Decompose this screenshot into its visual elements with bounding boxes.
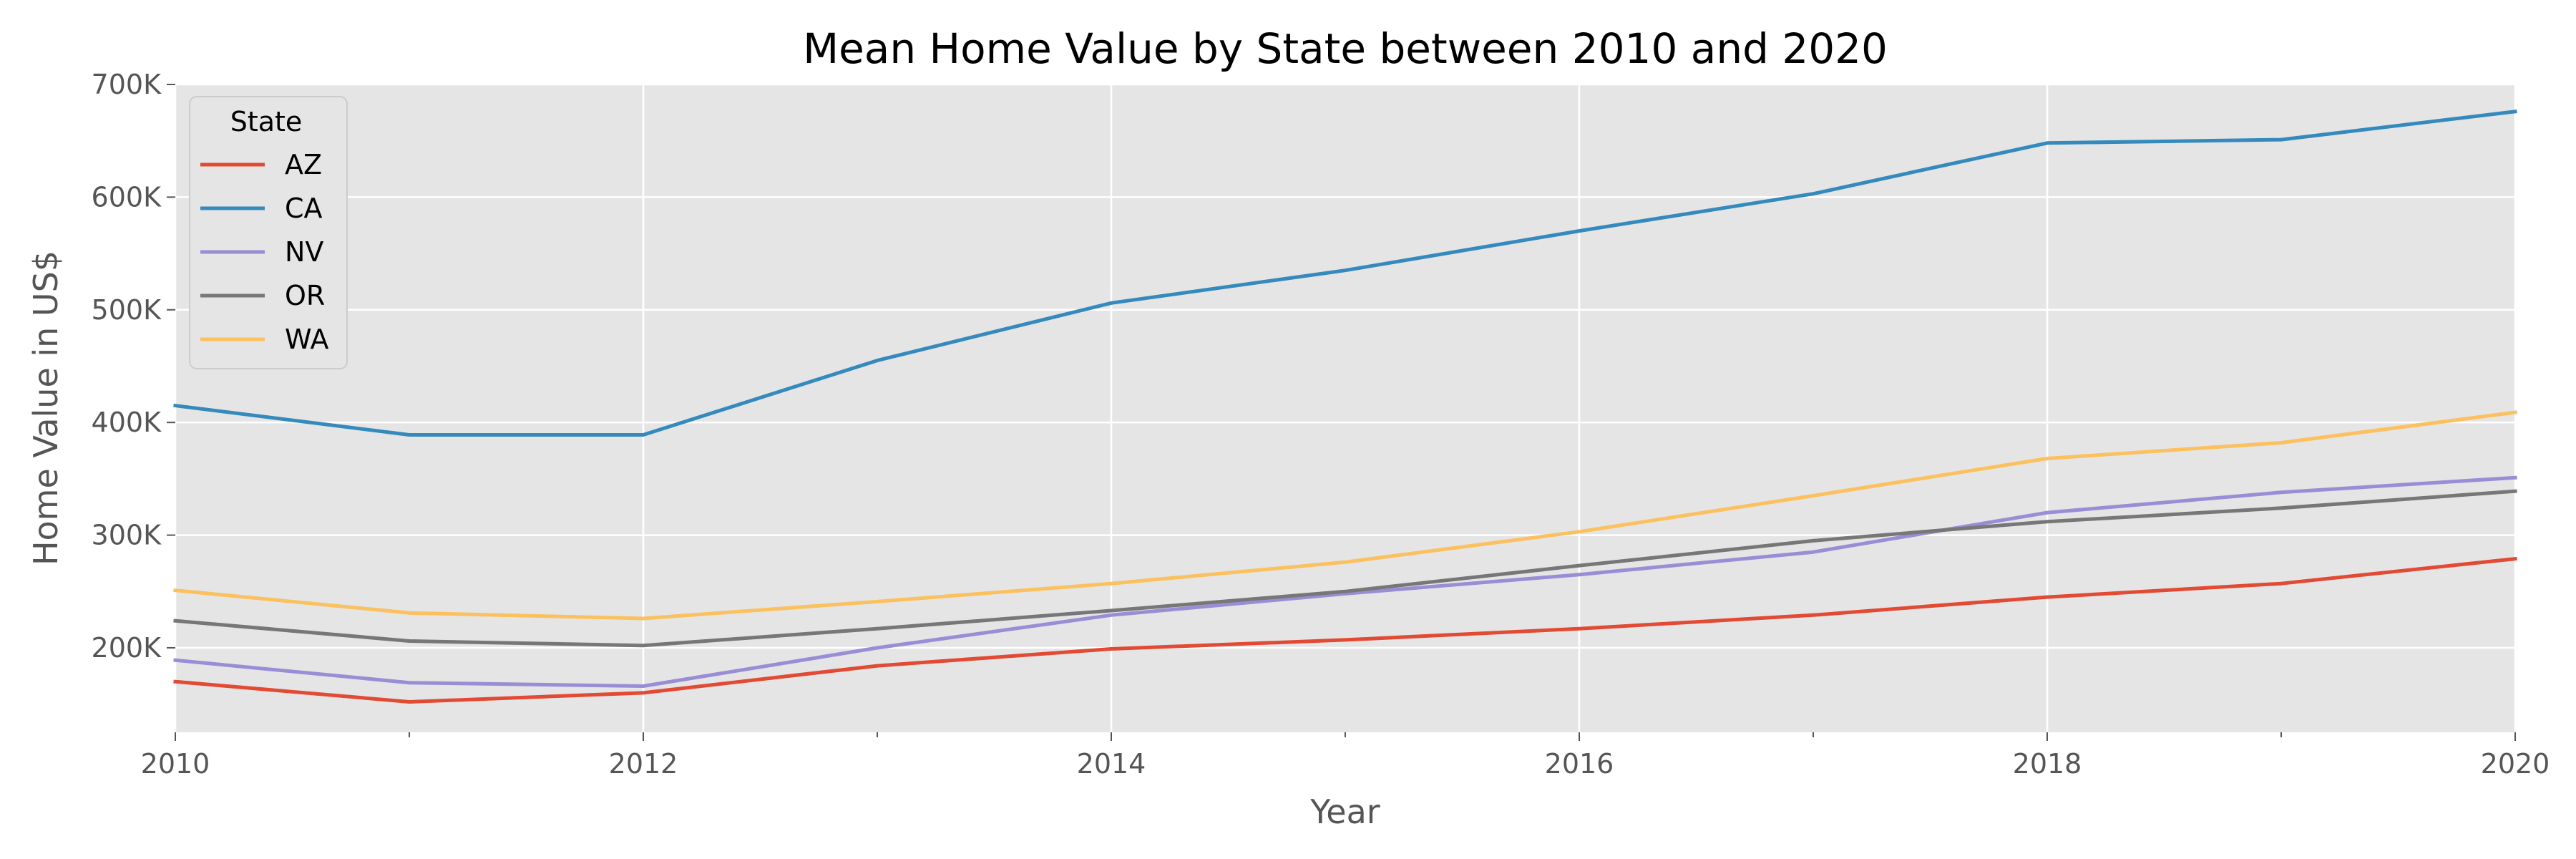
x-axis-label: Year: [1309, 792, 1380, 831]
y-tick-label: 500K: [92, 294, 162, 326]
legend-title: State: [230, 106, 303, 137]
x-tick-label: 2014: [1077, 748, 1146, 780]
series-line-az: [173, 556, 2517, 704]
y-tick-label: 400K: [92, 407, 162, 438]
y-tick-label: 700K: [92, 69, 162, 100]
legend-label-wa: WA: [285, 324, 329, 355]
chart-title: Mean Home Value by State between 2010 an…: [803, 24, 1888, 73]
y-axis-label: Home Value in US$: [26, 251, 65, 566]
x-tick-label: 2020: [2481, 748, 2550, 780]
x-tick-label: 2012: [609, 748, 678, 780]
legend-label-or: OR: [285, 280, 325, 311]
series-line-wa: [173, 410, 2517, 621]
x-tick-label: 2018: [2013, 748, 2082, 780]
legend-entries: AZ CA NV OR WA: [200, 149, 329, 355]
x-tick-label: 2016: [1545, 748, 1614, 780]
legend-label-az: AZ: [285, 149, 322, 180]
x-tick-label: 2010: [141, 748, 210, 780]
series-line-nv: [173, 475, 2517, 688]
legend-label-nv: NV: [285, 236, 323, 268]
y-tick-label: 600K: [92, 181, 162, 213]
series-line-or: [173, 489, 2517, 648]
grid-lines: [174, 83, 2517, 732]
plot-area: [175, 84, 2515, 732]
legend: State AZ CA NV OR WA: [189, 96, 348, 369]
y-tick-label: 300K: [92, 520, 162, 551]
series-line-ca: [173, 110, 2517, 437]
legend-label-ca: CA: [285, 193, 323, 224]
series-lines: [173, 110, 2517, 704]
y-axis-ticks: 200K 300K 400K 500K 600K 700K: [92, 69, 175, 664]
x-axis-ticks: 2010 2012 2014 2016 2018 2020: [141, 732, 2550, 780]
y-tick-label: 200K: [92, 632, 162, 664]
